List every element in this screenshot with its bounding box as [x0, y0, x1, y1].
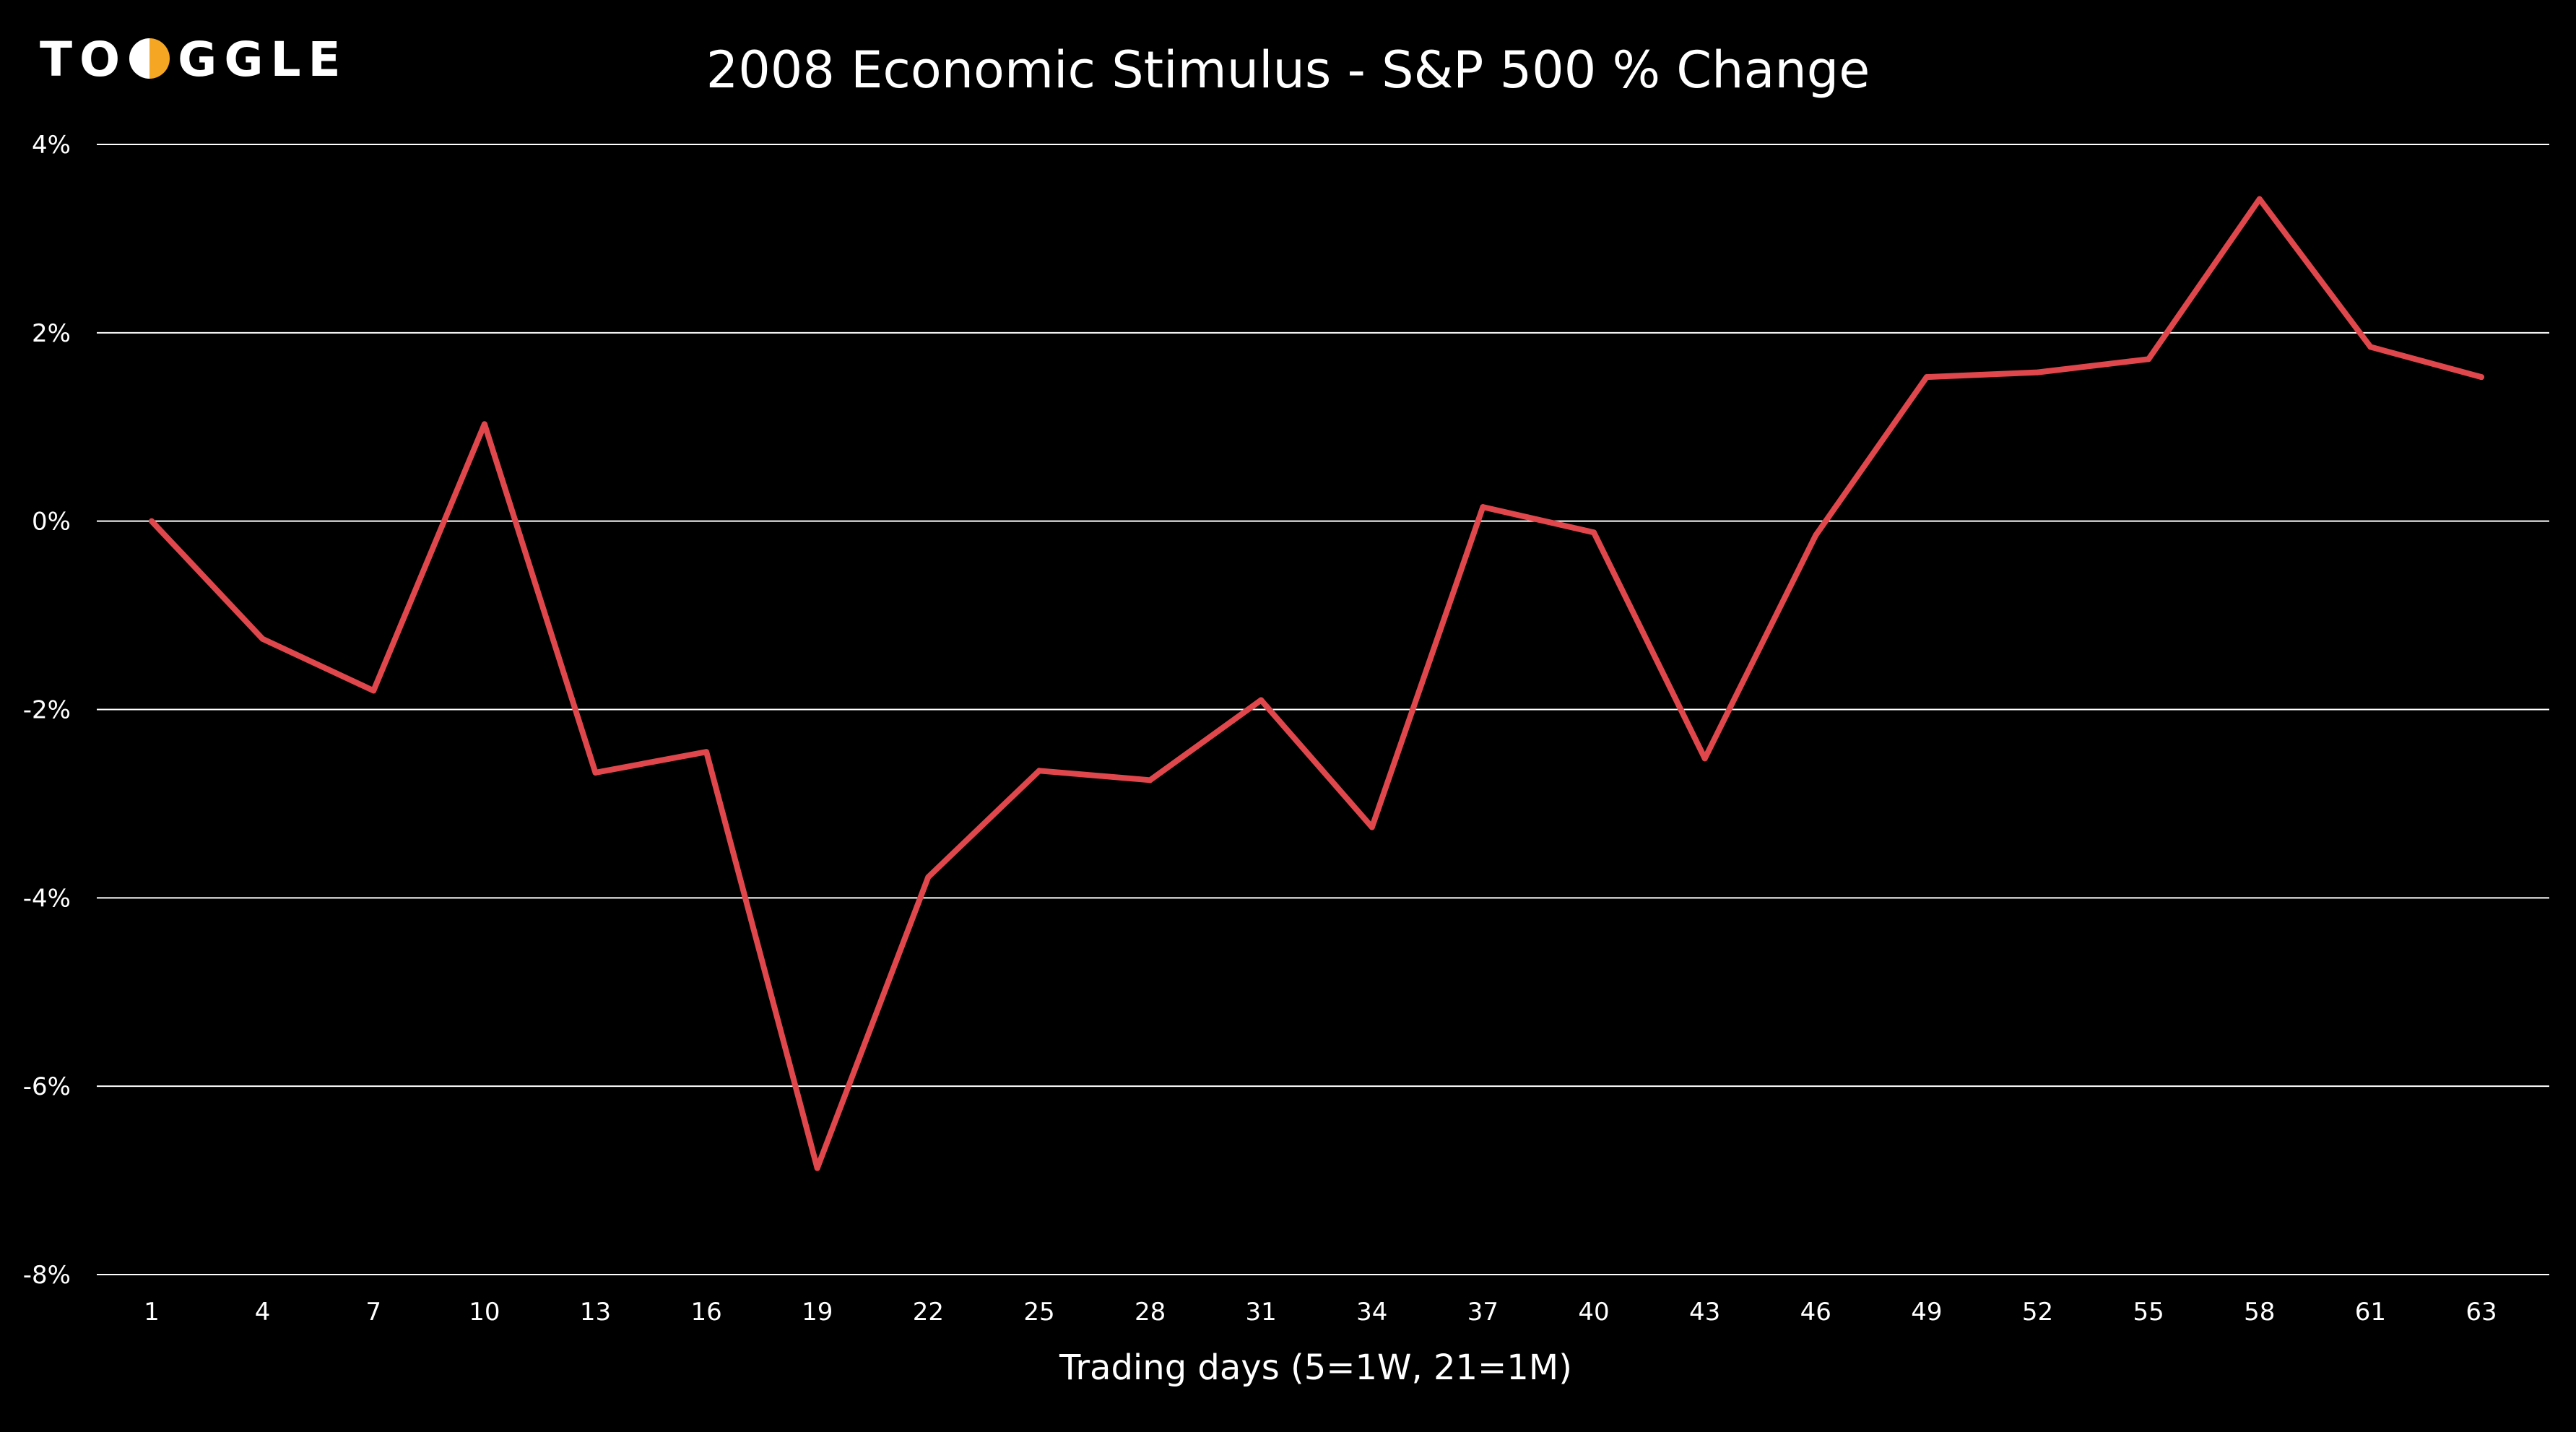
- x-tick-label: 25: [1023, 1298, 1054, 1327]
- logo-text-end: GGLE: [178, 32, 348, 87]
- half-circle-o-icon: [129, 38, 170, 79]
- data-point: [2367, 344, 2374, 350]
- series-layer: [149, 196, 2484, 1171]
- data-point: [592, 769, 599, 776]
- y-axis-ticks: 4% 2% 0% -2% -4% -6% -8%: [23, 131, 71, 1290]
- data-point: [925, 874, 932, 880]
- x-tick-label: 43: [1689, 1298, 1720, 1327]
- y-tick-label: 0%: [32, 508, 71, 537]
- toggle-logo: TO GGLE: [40, 27, 348, 92]
- series-line: [149, 196, 2484, 1171]
- x-tick-label: 13: [580, 1298, 611, 1327]
- x-tick-label: 52: [2022, 1298, 2053, 1327]
- y-tick-label: -4%: [23, 884, 71, 913]
- data-point: [259, 635, 266, 642]
- data-point: [814, 1165, 820, 1171]
- x-tick-label: 55: [2133, 1298, 2164, 1327]
- data-point: [1258, 697, 1265, 703]
- gridlines: [97, 144, 2549, 1275]
- y-tick-label: -2%: [23, 696, 71, 725]
- data-point: [703, 749, 710, 755]
- y-tick-label: 2%: [32, 319, 71, 348]
- x-tick-label: 34: [1356, 1298, 1387, 1327]
- x-tick-label: 10: [469, 1298, 500, 1327]
- data-point: [1480, 504, 1486, 511]
- x-tick-label: 63: [2466, 1298, 2497, 1327]
- x-tick-label: 61: [2355, 1298, 2386, 1327]
- data-point: [481, 421, 487, 428]
- data-point: [149, 518, 155, 524]
- data-point: [2479, 374, 2484, 381]
- chart-title: 2008 Economic Stimulus - S&P 500 % Chang…: [706, 40, 1870, 100]
- x-axis-ticks: 1 4 7 10 13 16 19 22 25 28 31 34 37 40 43 46 49 52 55 58 61 6…: [144, 1298, 2497, 1327]
- data-point: [1147, 777, 1153, 784]
- data-point: [2146, 356, 2152, 363]
- x-tick-label: 37: [1467, 1298, 1499, 1327]
- logo-text-start: TO: [40, 32, 128, 87]
- x-tick-label: 22: [913, 1298, 944, 1327]
- data-point: [2256, 196, 2263, 202]
- x-tick-label: 31: [1246, 1298, 1277, 1327]
- x-tick-label: 1: [144, 1298, 160, 1327]
- data-point: [1701, 755, 1708, 762]
- x-tick-label: 19: [802, 1298, 833, 1327]
- data-point: [1923, 374, 1930, 381]
- y-tick-label: 4%: [32, 131, 71, 160]
- x-axis-label: Trading days (5=1W, 21=1M): [1059, 1348, 1572, 1388]
- y-tick-label: -8%: [23, 1261, 71, 1290]
- data-point: [1369, 824, 1375, 830]
- x-tick-label: 46: [1800, 1298, 1831, 1327]
- x-tick-label: 58: [2244, 1298, 2275, 1327]
- data-point: [1813, 532, 1819, 539]
- y-tick-label: -6%: [23, 1072, 71, 1101]
- x-tick-label: 16: [690, 1298, 721, 1327]
- data-point: [370, 687, 377, 694]
- x-tick-label: 28: [1135, 1298, 1166, 1327]
- x-tick-label: 40: [1578, 1298, 1609, 1327]
- data-point: [2034, 369, 2041, 376]
- x-tick-label: 4: [255, 1298, 271, 1327]
- x-tick-label: 49: [1911, 1298, 1942, 1327]
- data-point: [1036, 768, 1042, 774]
- data-point: [1591, 529, 1597, 536]
- x-tick-label: 7: [365, 1298, 381, 1327]
